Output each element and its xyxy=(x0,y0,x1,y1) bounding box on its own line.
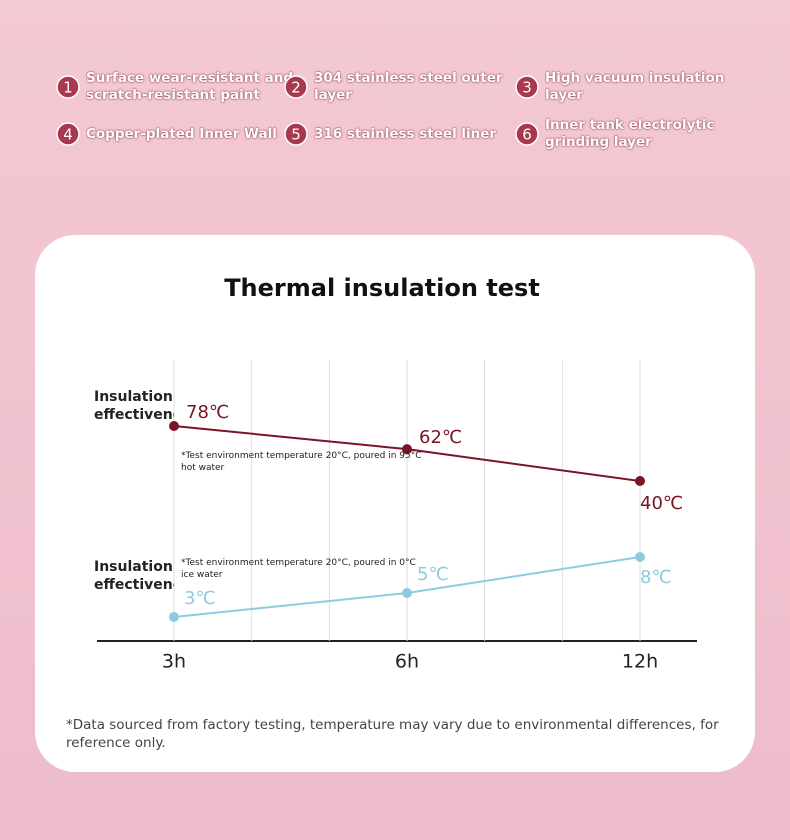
series-name-box: Insulation effectiveness xyxy=(94,389,174,423)
data-label: 5℃ xyxy=(417,564,449,585)
feature-badge xyxy=(56,75,80,99)
data-label: 40℃ xyxy=(640,493,683,514)
chart-title: Thermal insulation test xyxy=(224,274,540,302)
data-label: 8℃ xyxy=(640,567,672,588)
feature-text-box: Surface wear-resistant and scratch-resis… xyxy=(86,70,294,103)
footnote: *Data sourced from factory testing, temp… xyxy=(66,717,719,751)
data-label: 78℃ xyxy=(186,402,229,423)
feature-text-box: Inner tank electrolytic grinding layer xyxy=(545,117,715,150)
data-point xyxy=(169,612,179,622)
feature-text-box: 304 stainless steel outer layer xyxy=(314,70,503,103)
series-note-box: *Test environment temperature 20°C, pour… xyxy=(181,558,416,580)
feature-text: 304 stainless steel outer layer xyxy=(314,70,503,103)
series-note: *Test environment temperature 20°C, pour… xyxy=(181,451,422,473)
x-tick-label: 12h xyxy=(622,651,658,673)
x-tick-label: 6h xyxy=(395,651,419,673)
series-name: Insulation effectiveness xyxy=(94,559,174,593)
series-note-box: *Test environment temperature 20°C, pour… xyxy=(181,451,422,473)
footnote-box: *Data sourced from factory testing, temp… xyxy=(66,717,719,751)
series-note: *Test environment temperature 20°C, pour… xyxy=(181,558,416,580)
data-label: 62℃ xyxy=(419,427,462,448)
x-tick-label: 3h xyxy=(162,651,186,673)
data-point xyxy=(402,588,412,598)
feature-badge xyxy=(284,75,308,99)
feature-number: 3 xyxy=(522,79,532,97)
feature-text: 316 stainless steel liner xyxy=(314,125,497,142)
chart-card xyxy=(35,235,755,772)
feature-number: 1 xyxy=(63,79,73,97)
data-point xyxy=(635,552,645,562)
feature-text: Inner tank electrolytic grinding layer xyxy=(545,117,715,150)
feature-number: 5 xyxy=(291,126,301,144)
series-name: Insulation effectiveness xyxy=(94,389,174,423)
feature-text-box: High vacuum insulation layer xyxy=(545,70,725,103)
data-label: 3℃ xyxy=(184,588,216,609)
feature-text: Copper-plated Inner Wall xyxy=(86,125,277,142)
feature-text-box: 316 stainless steel liner xyxy=(314,125,497,142)
feature-text: High vacuum insulation layer xyxy=(545,70,725,103)
feature-badge xyxy=(515,122,539,146)
feature-number: 6 xyxy=(522,126,532,144)
feature-badge xyxy=(284,122,308,146)
feature-number: 2 xyxy=(291,79,301,97)
feature-text-box: Copper-plated Inner Wall xyxy=(86,125,277,142)
series-name-box: Insulation effectiveness xyxy=(94,559,174,593)
data-point xyxy=(169,421,179,431)
feature-badge xyxy=(515,75,539,99)
feature-badge xyxy=(56,122,80,146)
data-point xyxy=(402,444,412,455)
feature-text: Surface wear-resistant and scratch-resis… xyxy=(86,70,294,103)
feature-number: 4 xyxy=(63,126,73,144)
data-point xyxy=(635,476,645,486)
